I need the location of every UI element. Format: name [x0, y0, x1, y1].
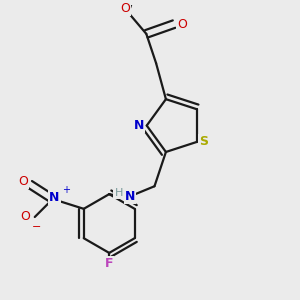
Text: N: N: [134, 119, 144, 132]
Text: +: +: [62, 185, 70, 195]
Text: N: N: [125, 190, 135, 202]
Text: F: F: [105, 257, 113, 270]
Text: H: H: [114, 188, 123, 198]
Text: S: S: [199, 135, 208, 148]
Text: O: O: [120, 2, 130, 15]
Text: N: N: [49, 191, 59, 204]
Text: O: O: [18, 175, 28, 188]
Text: O: O: [177, 18, 187, 31]
Text: −: −: [32, 222, 41, 233]
Text: O: O: [20, 211, 30, 224]
